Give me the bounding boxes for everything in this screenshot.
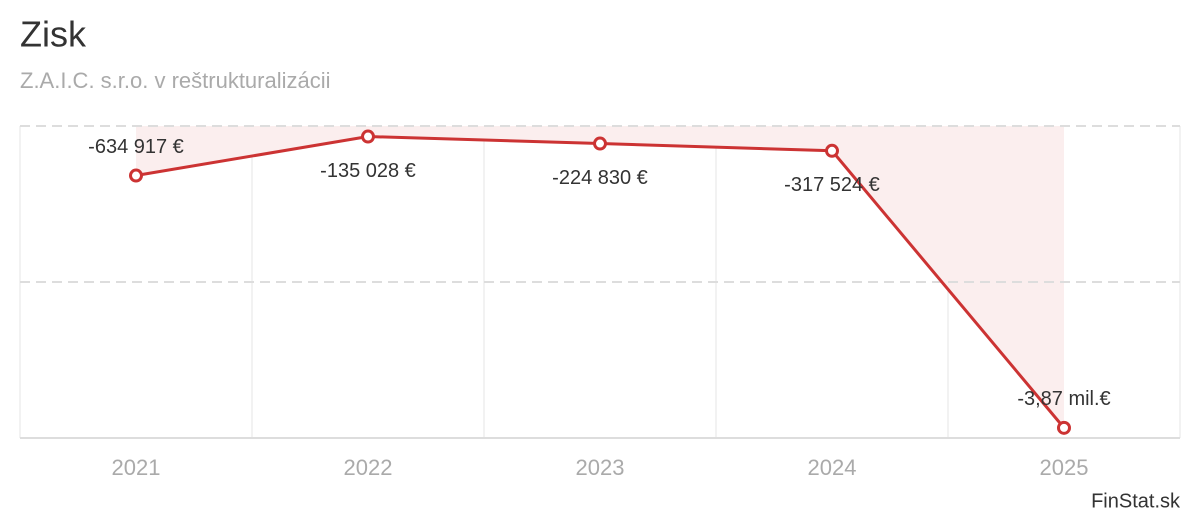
data-label: -3,87 mil.€	[1017, 388, 1110, 410]
chart-title: Zisk	[20, 14, 87, 55]
point	[593, 136, 607, 151]
point	[129, 168, 143, 183]
data-label: -224 830 €	[552, 167, 648, 189]
x-tick-label: 2021	[112, 455, 161, 480]
x-tick-label: 2025	[1040, 455, 1089, 480]
area	[136, 126, 1064, 428]
source: FinStat.sk	[1091, 490, 1181, 512]
x-tick-label: 2024	[808, 455, 857, 480]
x-tick-label: 2023	[576, 455, 625, 480]
data-label: -634 917 €	[88, 136, 184, 158]
chart-subtitle: Z.A.I.C. s.r.o. v reštrukturalizácii	[20, 68, 331, 93]
point	[1057, 420, 1071, 435]
point	[825, 143, 839, 158]
x-tick-label: 2022	[344, 455, 393, 480]
data-label: -317 524 €	[784, 174, 880, 196]
data-label: -135 028 €	[320, 160, 416, 182]
point	[361, 129, 375, 144]
